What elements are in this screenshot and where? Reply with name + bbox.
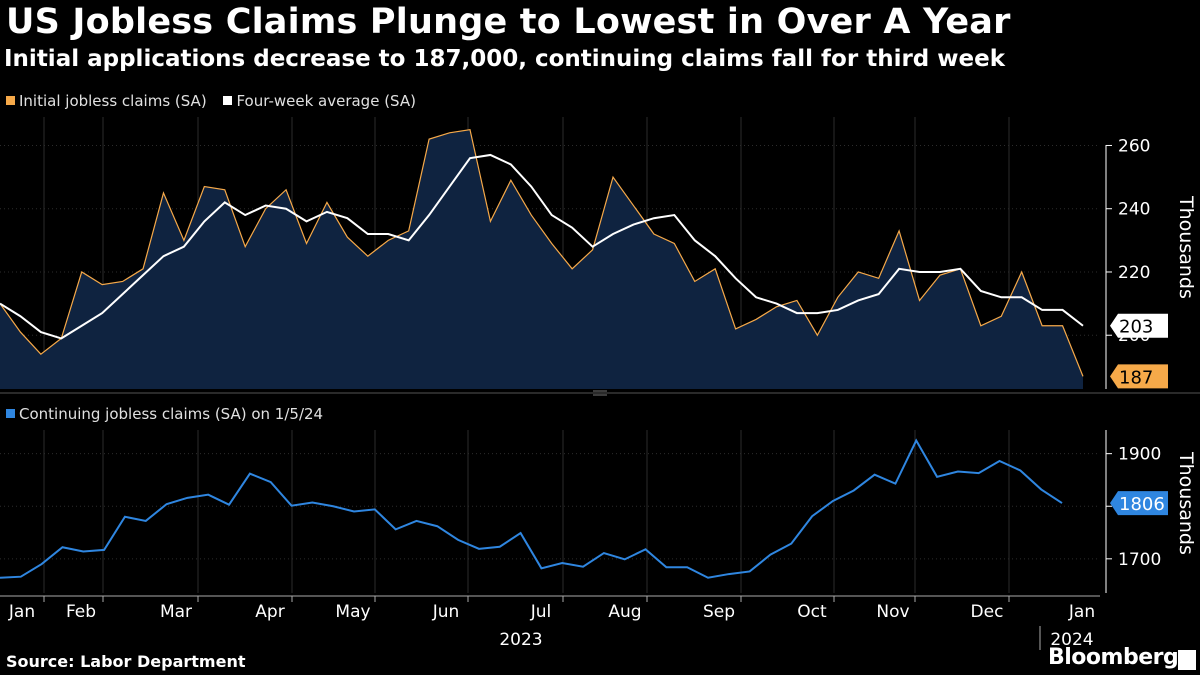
legend-initial-swatch [6,96,15,105]
bottom-ytick-label: 1700 [1118,550,1161,570]
source-note: Source: Labor Department [6,652,246,671]
legend-continuing-label: Continuing jobless claims (SA) on 1/5/24 [19,405,324,423]
average-last-label: 203 [1119,317,1153,338]
initial-claims-area [0,129,1083,389]
x-month-label: Mar [160,602,192,622]
chart-subtitle: Initial applications decrease to 187,000… [4,46,1006,72]
bottom-panel: 170018001900Thousands1806 [0,430,1197,593]
average-last-label-bg [1110,313,1168,338]
top-ytick-label: 260 [1118,136,1150,156]
initial-claims-line [0,128,1084,377]
x-month-label: Jan [1068,602,1095,622]
x-month-label: Nov [876,602,909,622]
bloomberg-logo: Bloomberg [1048,645,1179,670]
top-ytick-label: 220 [1118,263,1150,283]
top-ytick-label: 240 [1118,200,1150,220]
x-month-label: Aug [608,602,641,622]
x-month-label: Jun [432,602,460,622]
chart-title: US Jobless Claims Plunge to Lowest in Ov… [6,2,1011,42]
initial-last-label: 187 [1119,367,1153,388]
x-month-label: Sep [703,602,735,622]
bloomberg-mark-icon [1178,650,1196,670]
x-month-label: Feb [66,602,96,622]
legend-initial-label: Initial jobless claims (SA) [19,92,207,110]
x-year-2024: 2024 [1050,630,1093,650]
x-month-label: May [335,602,370,622]
continuing-last-label-bg [1110,491,1168,516]
legend-average-label: Four-week average (SA) [236,92,416,110]
four-week-average-line [0,153,1084,340]
legend-bottom: Continuing jobless claims (SA) on 1/5/24 [6,405,323,423]
initial-last-label-bg [1110,364,1168,389]
continuing-claims-line [0,438,1063,579]
bottom-y-axis-title: Thousands [1175,451,1197,555]
top-panel: 200220240260Thousands203187 [0,117,1200,396]
continuing-last-label: 1806 [1119,494,1165,515]
x-month-label: Oct [797,602,827,622]
x-month-label: Dec [971,602,1004,622]
legend-top: Initial jobless claims (SA) Four-week av… [6,92,416,110]
legend-average-swatch [223,96,233,105]
x-axis: Jan Feb Mar Apr May Jun Jul Aug Sep Oct Nov Dec Jan 2… [0,595,1100,650]
x-year-2023: 2023 [499,630,542,650]
top-y-axis-title: Thousands [1175,195,1197,299]
legend-continuing-swatch [6,409,15,418]
bottom-ytick-label: 1900 [1118,445,1161,465]
x-month-label: Jan [8,602,35,622]
x-month-label: Jul [530,602,552,622]
x-month-label: Apr [255,602,284,622]
